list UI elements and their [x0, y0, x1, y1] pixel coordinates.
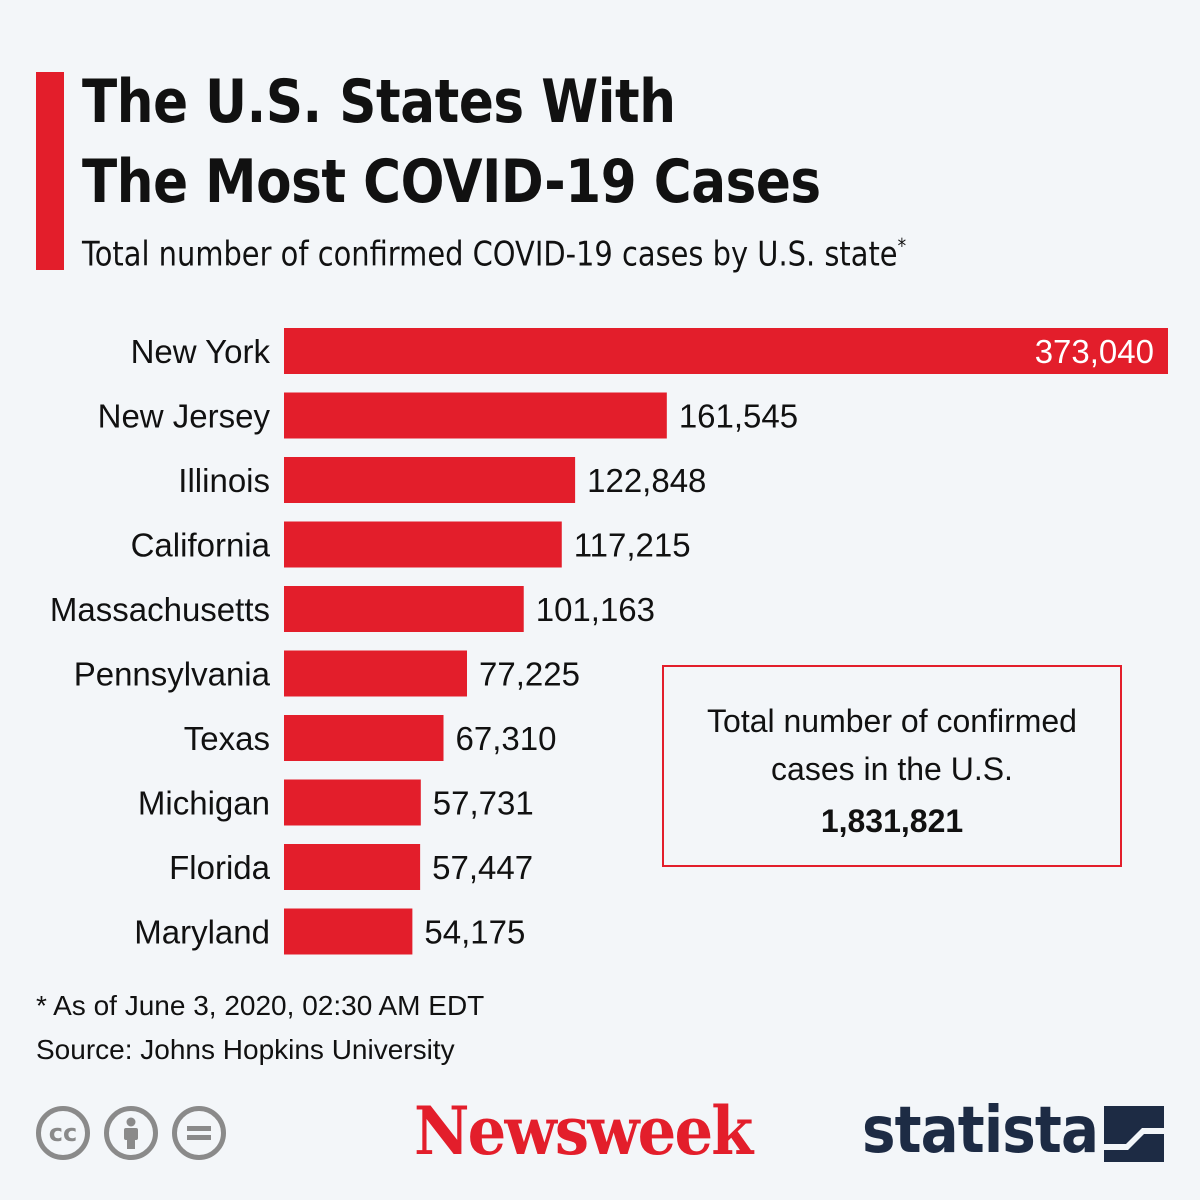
value-label: 101,163: [536, 591, 655, 628]
value-label: 77,225: [479, 656, 580, 693]
bar-texas: [284, 715, 444, 761]
total-cases-value: 1,831,821: [820, 803, 964, 839]
footnote: * As of June 3, 2020, 02:30 AM EDT: [36, 990, 485, 1021]
chart-subtitle: Total number of confirmed COVID-19 cases…: [82, 234, 906, 274]
chart-title-line-1: The U.S. States With: [82, 67, 676, 137]
value-label: 373,040: [1035, 333, 1154, 370]
bar-massachusetts: [284, 586, 524, 632]
bar-new-jersey: [284, 392, 667, 439]
category-label: New York: [131, 333, 271, 370]
category-label: Massachusetts: [50, 591, 270, 628]
category-label: New Jersey: [98, 398, 271, 435]
bar-michigan: [284, 779, 421, 826]
person-glyph: [124, 1117, 138, 1149]
source-note: Source: Johns Hopkins University: [36, 1034, 455, 1065]
bar-maryland: [284, 908, 413, 955]
bar-california: [284, 521, 562, 568]
value-label: 54,175: [424, 914, 525, 951]
chart-subtitle-text: Total number of confirmed COVID-19 cases…: [82, 234, 898, 275]
chart-subtitle-mark: *: [897, 234, 907, 258]
category-label: Texas: [184, 720, 270, 757]
chart-title: The U.S. States With The Most COVID-19 C…: [82, 62, 1011, 222]
attribution-icon[interactable]: [104, 1106, 158, 1160]
cc-icon[interactable]: cc: [36, 1106, 90, 1160]
category-label: California: [131, 527, 271, 564]
statista-logo[interactable]: statista: [862, 1094, 1099, 1168]
bar-illinois: [284, 457, 576, 503]
value-label: 67,310: [456, 720, 557, 757]
value-label: 117,215: [574, 527, 691, 564]
value-label: 161,545: [679, 398, 798, 435]
category-label: Michigan: [138, 785, 270, 822]
category-label: Pennsylvania: [74, 656, 271, 693]
total-cases-label: Total number of confirmed cases in the U…: [707, 703, 1077, 787]
value-label: 57,447: [432, 849, 533, 886]
category-label: Florida: [169, 849, 271, 886]
bar-chart: New York 373,040 New Jersey 161,545 Illinois…: [50, 328, 1168, 955]
category-label: Illinois: [178, 462, 270, 499]
statista-mark-icon[interactable]: [1104, 1106, 1164, 1162]
value-label: 122,848: [587, 462, 706, 499]
newsweek-logo[interactable]: Newsweek: [414, 1092, 753, 1170]
total-cases-box: Total number of confirmed cases in the U…: [662, 665, 1122, 867]
title-accent-bar: [36, 72, 64, 270]
license-icons[interactable]: cc: [36, 1106, 226, 1160]
bar-pennsylvania: [284, 650, 468, 697]
no-derivatives-icon[interactable]: [172, 1106, 226, 1160]
bar-florida: [284, 844, 421, 890]
category-label: Maryland: [134, 914, 270, 951]
equals-glyph: [187, 1126, 211, 1140]
value-label: 57,731: [433, 785, 534, 822]
chart-title-line-2: The Most COVID-19 Cases: [82, 147, 821, 217]
bar-new-york: [284, 328, 1168, 374]
